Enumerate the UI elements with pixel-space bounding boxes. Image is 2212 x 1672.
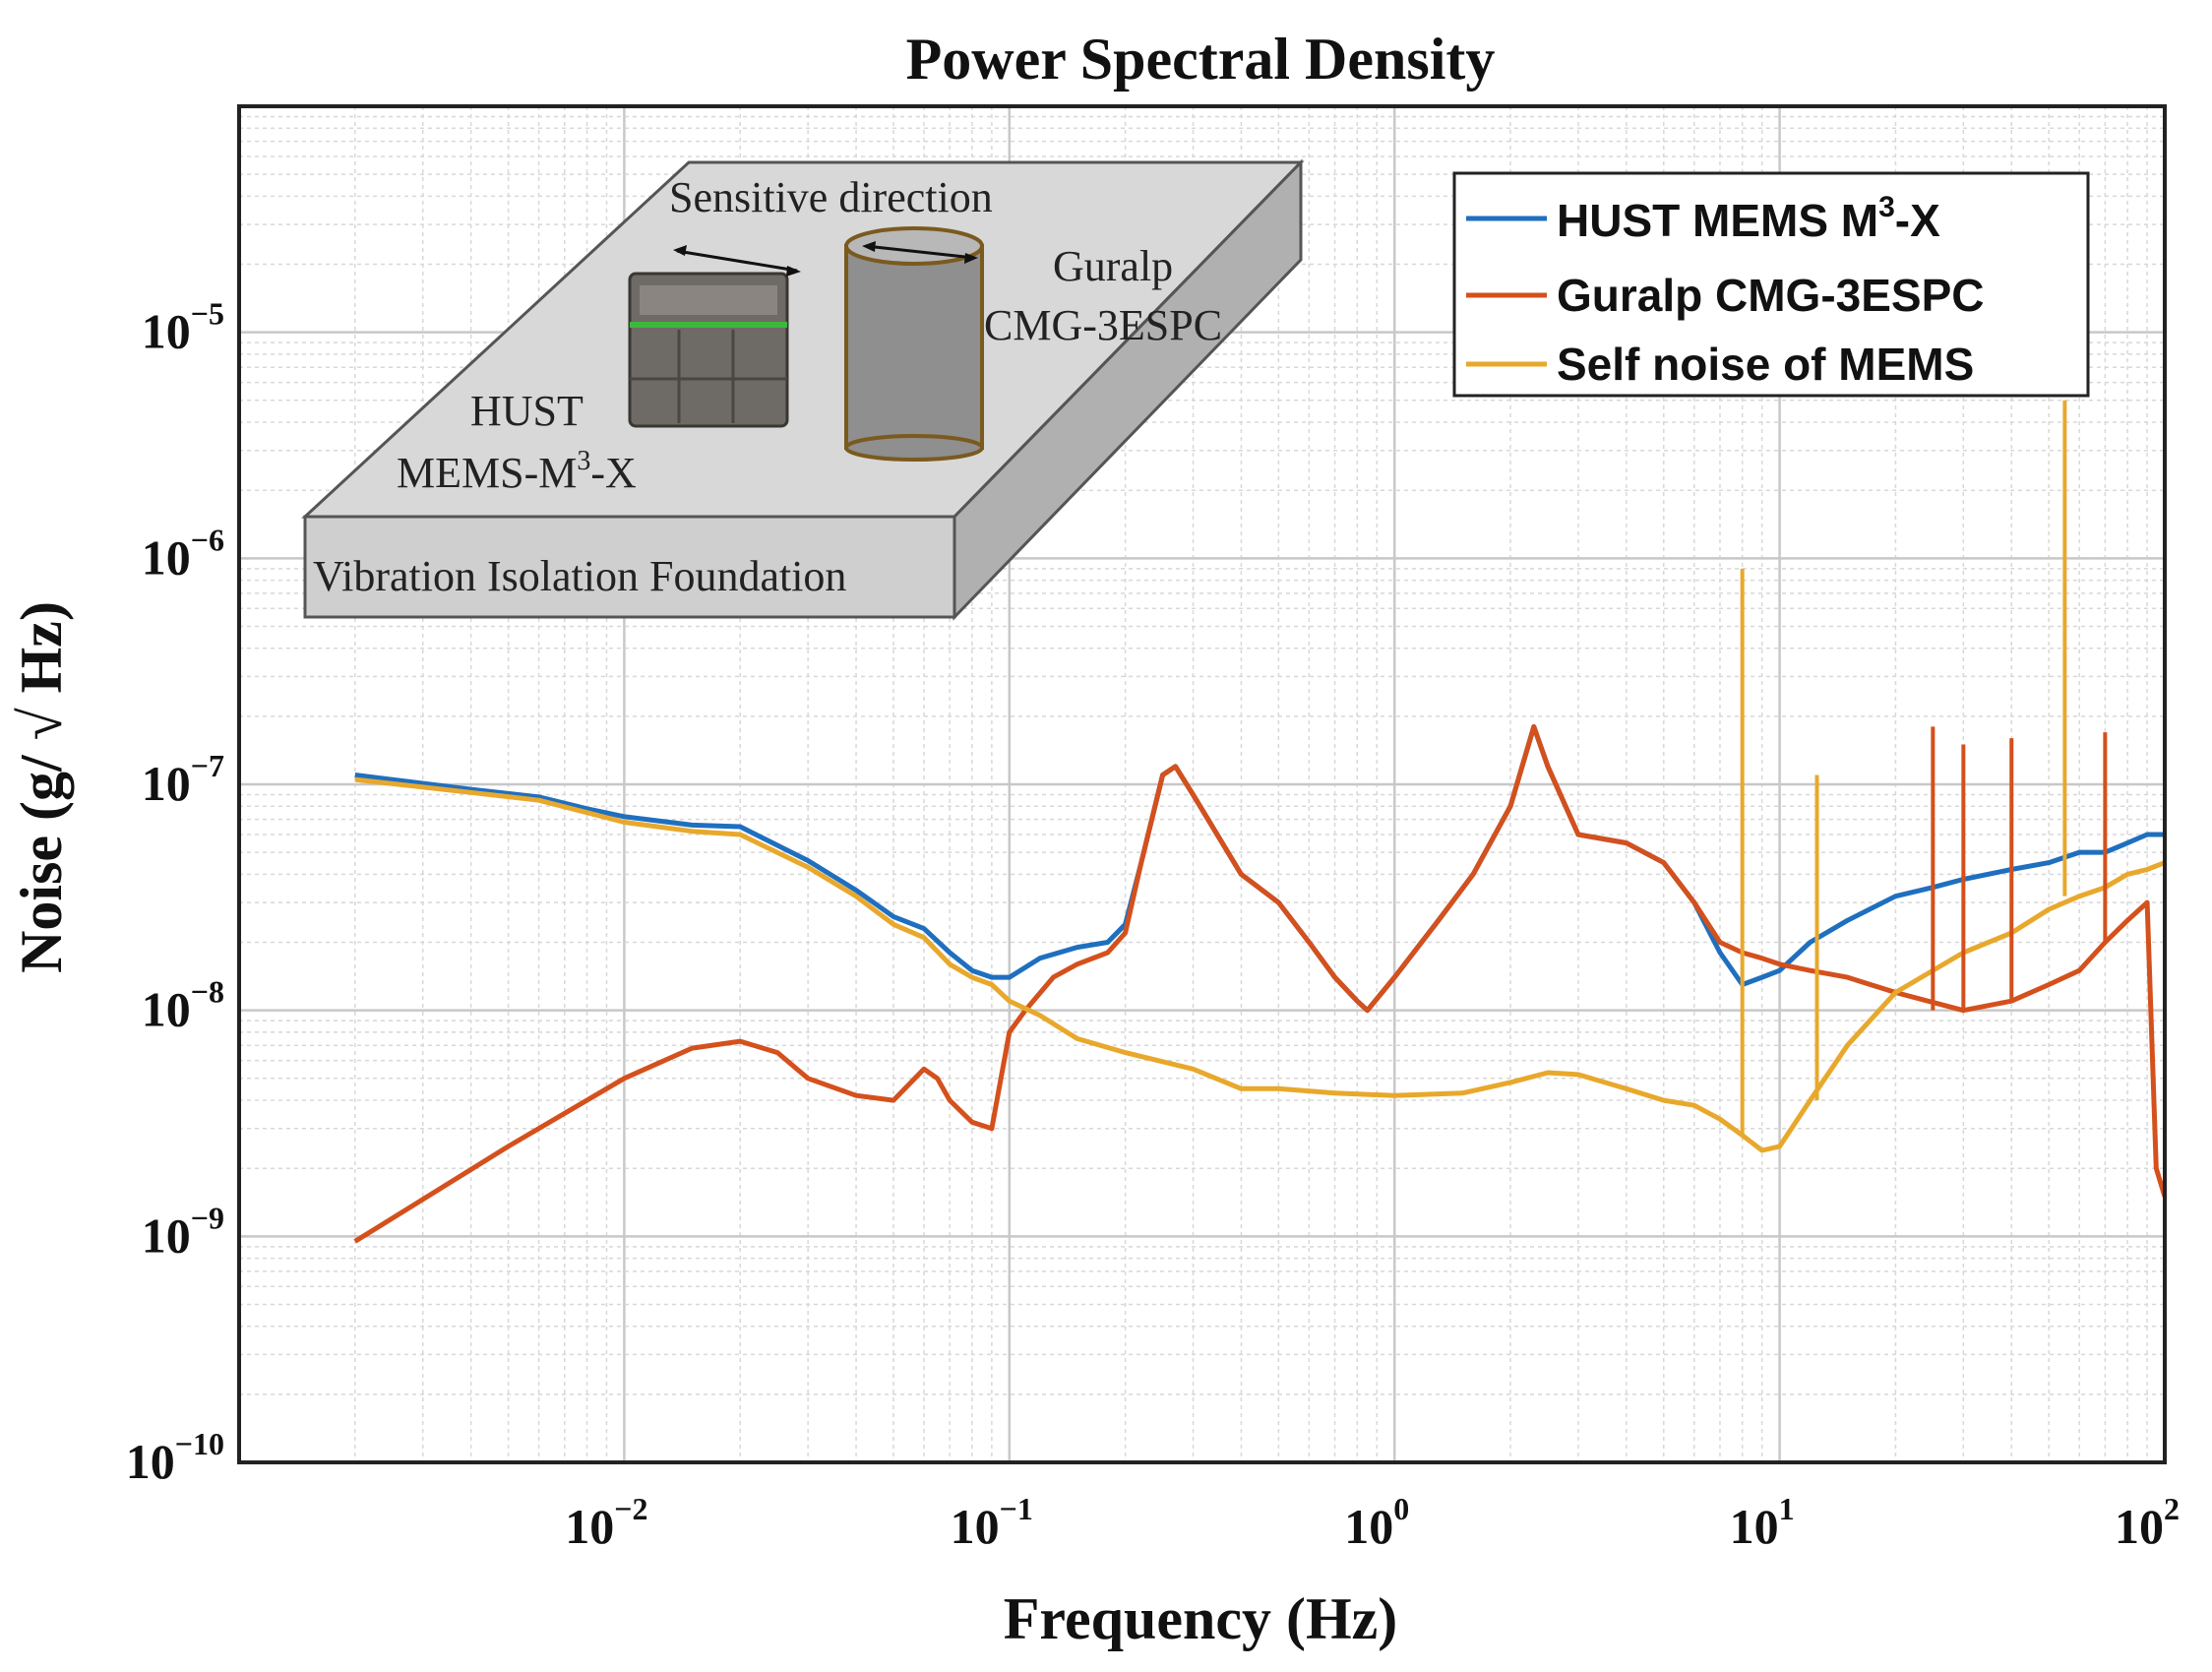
grid bbox=[237, 106, 2165, 1464]
legend-label-self-noise: Self noise of MEMS bbox=[1557, 339, 1974, 390]
x-tick-label: 100 bbox=[1344, 1491, 1409, 1554]
y-tick-label: 10−10 bbox=[126, 1426, 224, 1489]
inset-hust-line2: MEMS-M3-X bbox=[397, 446, 637, 497]
y-tick-label: 10−8 bbox=[142, 974, 224, 1037]
y-tick-label: 10−5 bbox=[142, 296, 224, 359]
x-tick-label: 101 bbox=[1730, 1491, 1795, 1554]
x-tick-label: 10−2 bbox=[565, 1491, 647, 1554]
tick-labels: 10−2 10−1 100 101 102 10−10 10−9 10−8 10−7 10−6 10… bbox=[126, 296, 2180, 1554]
series-line-guralp bbox=[353, 723, 2168, 1244]
y-axis-label: Noise (g/ √ Hz) bbox=[9, 601, 74, 973]
inset-hust-line1: HUST bbox=[470, 387, 584, 435]
plot-frame bbox=[237, 104, 2167, 1464]
chart-title: Power Spectral Density bbox=[906, 27, 1496, 92]
series bbox=[353, 400, 2168, 1244]
x-axis-label: Frequency (Hz) bbox=[1004, 1586, 1397, 1651]
legend-label-guralp: Guralp CMG-3ESPC bbox=[1557, 270, 1985, 321]
x-tick-label: 102 bbox=[2115, 1491, 2180, 1554]
y-tick-label: 10−9 bbox=[142, 1200, 224, 1263]
x-tick-label: 10−1 bbox=[951, 1491, 1033, 1554]
y-tick-label: 10−6 bbox=[142, 522, 224, 585]
legend-label-hust: HUST MEMS M3-X bbox=[1557, 191, 1940, 246]
foundation-front-face bbox=[303, 515, 956, 619]
inset-foundation-label: Vibration Isolation Foundation bbox=[313, 552, 846, 600]
inset-illustration: Sensitive direction Guralp CMG-3ESPC HUS… bbox=[301, 158, 1305, 621]
series-line-self-noise bbox=[354, 776, 2166, 1153]
inset-guralp-line2: CMG-3ESPC bbox=[984, 301, 1222, 349]
inset-guralp-line1: Guralp bbox=[1053, 242, 1173, 290]
legend-box bbox=[1452, 171, 2090, 398]
guralp-seismometer-icon bbox=[844, 226, 984, 462]
y-tick-label: 10−7 bbox=[142, 748, 224, 811]
inset-sensitive-direction: Sensitive direction bbox=[669, 173, 993, 221]
sensitive-direction-arrow-1 bbox=[676, 249, 798, 273]
legend: HUST MEMS M3-X Guralp CMG-3ESPC Self noi… bbox=[1452, 171, 2090, 398]
sensitive-direction-arrow-2 bbox=[865, 244, 975, 260]
mems-device-icon bbox=[628, 272, 789, 428]
